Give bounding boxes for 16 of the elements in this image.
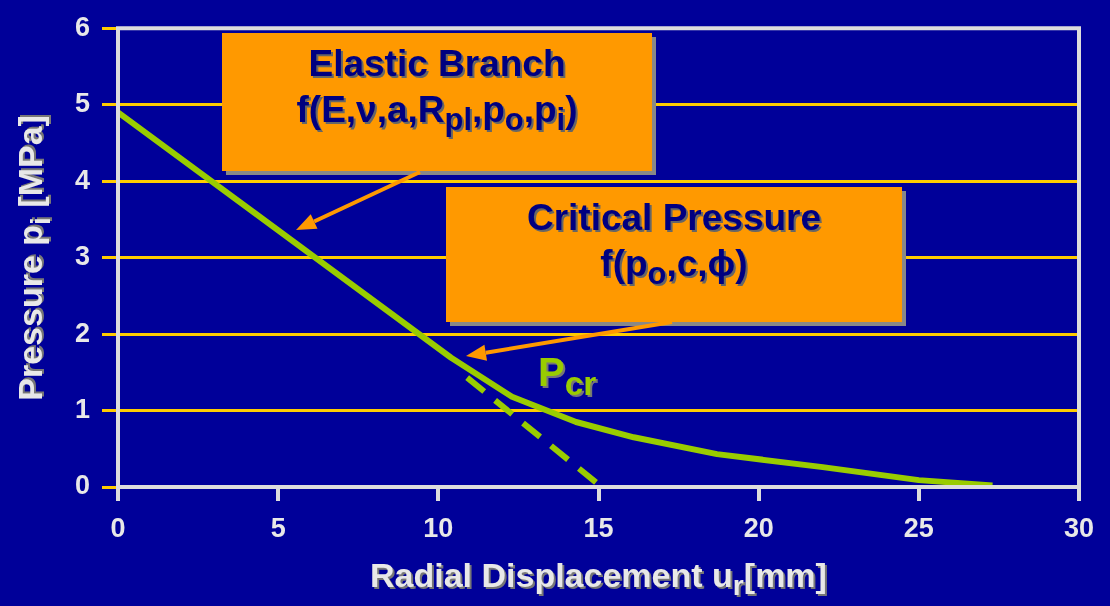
y-tick-label: 4 bbox=[74, 164, 90, 195]
x-tick-label: 10 bbox=[423, 512, 454, 543]
y-tick-label: 2 bbox=[74, 317, 90, 348]
x-tick-label: 30 bbox=[1063, 512, 1095, 543]
x-tick-label: 25 bbox=[903, 512, 934, 543]
x-tick-label: 0 bbox=[110, 512, 126, 543]
x-tick-label: 15 bbox=[583, 512, 614, 543]
y-tick-label: 5 bbox=[74, 88, 90, 119]
annotation: P$_{cr}$ bbox=[538, 350, 597, 403]
x-tick-label: 20 bbox=[743, 512, 774, 543]
x-axis-title: Radial Displacement u$_{r}$[mm] bbox=[370, 556, 827, 602]
x-tick-label: 5 bbox=[270, 512, 286, 543]
y-tick-label: 6 bbox=[74, 11, 90, 42]
y-tick-label: 0 bbox=[74, 470, 90, 501]
y-tick-label: 1 bbox=[74, 393, 90, 424]
y-tick-label: 3 bbox=[74, 241, 90, 272]
